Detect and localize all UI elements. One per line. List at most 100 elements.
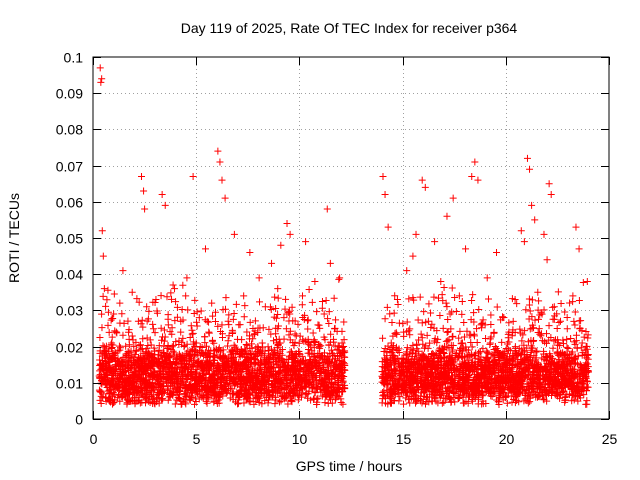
data-point-dense	[96, 396, 104, 404]
data-point-dense	[224, 337, 232, 345]
data-point-dense	[124, 348, 132, 356]
data-point-dense	[179, 281, 187, 289]
data-point-dense	[310, 336, 318, 344]
data-point-dense	[97, 399, 105, 407]
data-point-dense	[301, 311, 309, 319]
data-point-dense	[232, 380, 240, 388]
data-point-dense	[205, 328, 213, 336]
data-point-dense	[168, 324, 176, 332]
data-point-dense	[252, 351, 260, 359]
data-point-dense	[102, 366, 110, 374]
data-point-dense	[312, 382, 320, 390]
data-point-dense	[157, 374, 165, 382]
data-point-dense	[291, 356, 299, 364]
data-point-dense	[340, 384, 348, 392]
data-point-dense	[249, 384, 257, 392]
data-point-dense	[191, 296, 199, 304]
data-point-dense	[250, 360, 258, 368]
data-point-dense	[240, 399, 248, 407]
data-point-dense	[245, 397, 253, 405]
data-point-dense	[335, 275, 343, 283]
data-point-dense	[151, 298, 159, 306]
data-point-dense	[324, 315, 332, 323]
data-point-dense	[226, 373, 234, 381]
data-point-dense	[327, 379, 335, 387]
data-point-dense	[221, 363, 229, 371]
data-point-dense	[176, 395, 184, 403]
data-point-dense	[223, 355, 231, 363]
data-point-dense	[164, 375, 172, 383]
data-point-dense	[108, 369, 116, 377]
data-point-dense	[299, 336, 307, 344]
data-point-dense	[138, 316, 146, 324]
data-point-dense	[304, 325, 312, 333]
data-point-dense	[130, 359, 138, 367]
data-point-dense	[149, 325, 157, 333]
data-point-dense	[183, 389, 191, 397]
data-point-dense	[231, 398, 239, 406]
data-point-dense	[116, 363, 124, 371]
data-point-dense	[210, 371, 218, 379]
data-point-dense	[282, 325, 290, 333]
data-point-dense	[144, 315, 152, 323]
data-point-dense	[208, 337, 216, 345]
data-point-dense	[172, 338, 180, 346]
data-point-dense	[254, 343, 262, 351]
data-point-dense	[285, 367, 293, 375]
data-point-dense	[340, 349, 348, 357]
data-point-dense	[246, 318, 254, 326]
data-point-dense	[104, 321, 112, 329]
data-point-dense	[114, 357, 122, 365]
data-point-dense	[210, 357, 218, 365]
data-point-dense	[155, 357, 163, 365]
data-point-dense	[216, 370, 224, 378]
data-point-dense	[173, 384, 181, 392]
data-point-dense	[109, 352, 117, 360]
data-point-dense	[107, 316, 115, 324]
data-point-dense	[113, 394, 121, 402]
data-point-dense	[341, 353, 349, 361]
data-point-dense	[131, 399, 139, 407]
data-point-dense	[214, 361, 222, 369]
data-point-dense	[313, 384, 321, 392]
data-point-dense	[124, 317, 132, 325]
data-point-dense	[160, 342, 168, 350]
data-point-dense	[242, 347, 250, 355]
data-point-dense	[275, 368, 283, 376]
data-point-dense	[318, 358, 326, 366]
data-point-dense	[157, 292, 165, 300]
data-point-dense	[468, 297, 476, 305]
data-point-dense	[187, 322, 195, 330]
data-point-dense	[231, 349, 239, 357]
data-point-dense	[191, 352, 199, 360]
y-tick-label: 0.07	[56, 159, 83, 175]
data-point-dense	[169, 281, 177, 289]
data-point-dense	[378, 399, 386, 407]
data-point-dense	[100, 370, 108, 378]
data-point-dense	[217, 354, 225, 362]
data-point-dense	[313, 398, 321, 406]
data-point-dense	[182, 372, 190, 380]
data-point-dense	[159, 378, 167, 386]
data-point-dense	[288, 398, 296, 406]
data-point-dense	[286, 310, 294, 318]
data-point-dense	[230, 378, 238, 386]
data-point-dense	[195, 378, 203, 386]
data-point-dense	[253, 372, 261, 380]
data-point-dense	[187, 374, 195, 382]
data-point-dense	[139, 350, 147, 358]
data-point-dense	[153, 307, 161, 315]
data-point-dense	[154, 390, 162, 398]
data-point-dense	[306, 358, 314, 366]
data-point-dense	[286, 327, 294, 335]
data-point-dense	[141, 363, 149, 371]
data-point-dense	[210, 362, 218, 370]
data-point-dense	[325, 341, 333, 349]
data-point-dense	[316, 350, 324, 358]
data-point-dense	[296, 350, 304, 358]
data-point-dense	[168, 378, 176, 386]
data-point-dense	[417, 330, 425, 338]
data-point-dense	[274, 294, 282, 302]
data-point-dense	[161, 333, 169, 341]
data-point-dense	[282, 362, 290, 370]
